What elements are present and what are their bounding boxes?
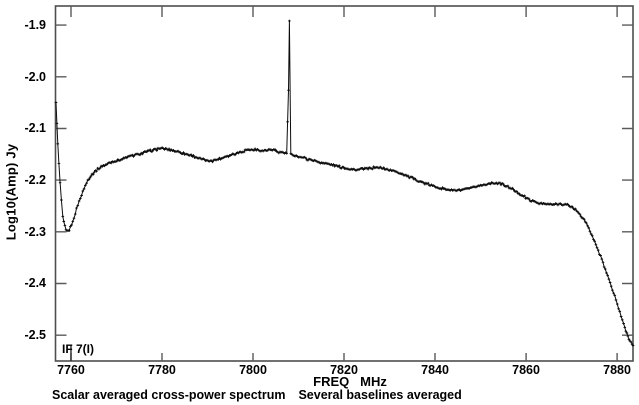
plot-frame (54, 5, 634, 362)
x-tick-label: 7760 (57, 363, 85, 377)
x-tick-label: 7820 (330, 363, 358, 377)
axis-ticks (55, 6, 633, 361)
spectrum-plus-markers (54, 19, 635, 347)
y-tick-label: -2.2 (24, 173, 46, 188)
y-tick-label: -2.3 (24, 224, 46, 239)
x-tick-label: 7780 (148, 363, 176, 377)
y-tick-label: -2.4 (24, 276, 46, 291)
caption-spectrum-type: Scalar averaged cross-power spectrum (52, 388, 286, 402)
x-tick-label: 7800 (239, 363, 267, 377)
y-tick-label: -2.0 (24, 69, 46, 84)
x-tick-label: 7880 (603, 363, 631, 377)
y-tick-label: -1.9 (24, 18, 46, 33)
x-axis-title: FREQ MHz (313, 374, 387, 389)
spectrum-trace-line (55, 20, 634, 346)
y-tick-label: -2.1 (24, 121, 46, 136)
plot-caption: Scalar averaged cross-power spectrum Sev… (52, 388, 462, 402)
x-tick-label: 7860 (512, 363, 540, 377)
x-tick-label: 7840 (421, 363, 449, 377)
caption-baselines: Several baselines averaged (298, 388, 462, 402)
if-annotation: IF 7(I) (62, 342, 94, 356)
y-tick-label: -2.5 (24, 328, 46, 343)
